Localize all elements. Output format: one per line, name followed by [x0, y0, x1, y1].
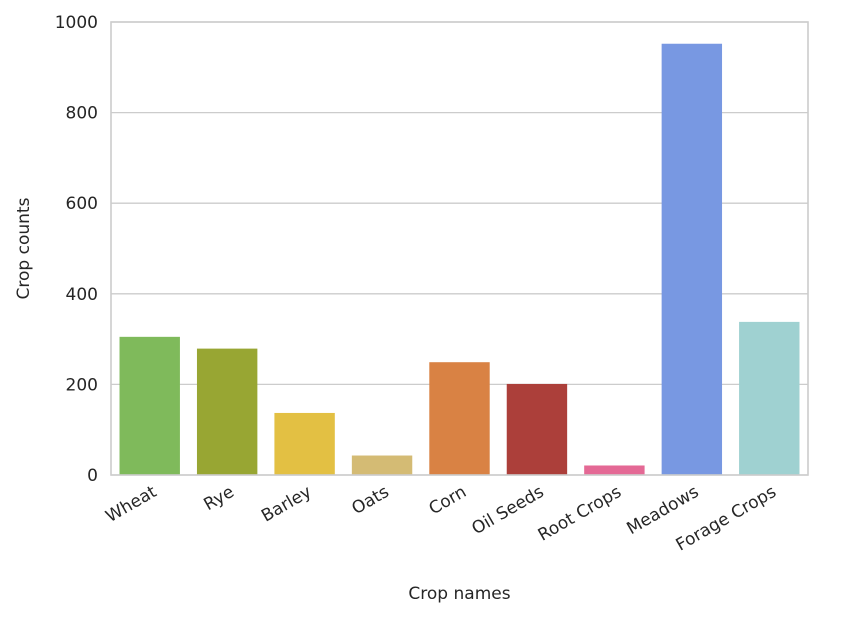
x-tick-label: Corn [426, 482, 470, 519]
plot-frame [110, 21, 809, 476]
bar-root-crops [584, 465, 645, 475]
x-tick-label: Wheat [102, 482, 160, 527]
y-tick-label: 800 [66, 104, 98, 124]
bar-barley [274, 412, 335, 475]
x-tick-label: Oats [348, 482, 392, 519]
x-axis-label: Crop names [408, 584, 510, 604]
bar-oats [351, 455, 413, 475]
bar-corn [429, 362, 490, 475]
bars [119, 43, 800, 476]
bar-oil-seeds [506, 383, 568, 475]
x-tick-label: Barley [258, 482, 315, 526]
y-tick-label: 200 [66, 375, 98, 395]
bar-rye [196, 348, 258, 475]
bar-forage-crops [739, 321, 800, 475]
bar-meadows [661, 43, 723, 476]
y-tick-label: 1000 [55, 13, 98, 33]
x-tick-label: Root Crops [535, 482, 625, 546]
y-tick-label: 600 [66, 194, 98, 214]
y-tick-labels: 0 200 400 600 800 1000 [55, 13, 98, 486]
y-tick-label: 400 [66, 285, 98, 305]
x-tick-label: Rye [200, 482, 237, 515]
y-axis-label: Crop counts [14, 197, 34, 299]
bar-wheat [119, 336, 180, 475]
y-tick-label: 0 [87, 466, 98, 486]
